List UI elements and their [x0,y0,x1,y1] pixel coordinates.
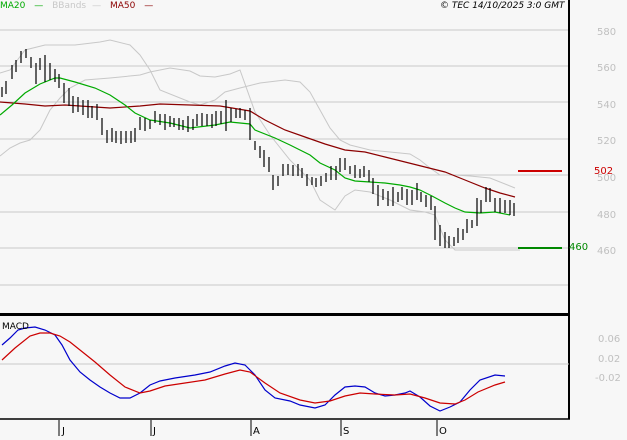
x-tick-jun: J [62,426,65,437]
resistance-label: 502 [594,166,614,177]
macd-tick-2: -0.02 [595,373,621,384]
x-tick-oct: O [439,426,447,437]
price-bars [1,49,515,248]
y-tick-520: 520 [597,136,617,147]
bband-upper-line [0,39,516,189]
ma20-line [0,77,511,216]
legend-bbands: BBands — [52,1,102,11]
legend-ma50: MA50 — [109,1,154,11]
legend-ma20: MA20 — [0,1,44,11]
x-tick-aug: A [253,426,260,437]
macd-tick-0: 0.06 [598,334,621,345]
y-tick-460: 460 [597,246,617,257]
chart-legend: MA20 — BBands — MA50 — [0,0,159,12]
legend-bbands-label: BBands [52,1,87,11]
y-tick-580: 580 [597,27,617,38]
price-gridlines [0,29,569,286]
macd-signal-line [1,332,506,405]
x-ticks [58,420,438,436]
y-tick-480: 480 [597,210,617,221]
bband-lower-line [0,67,520,251]
support-label: 460 [569,242,589,253]
y-tick-560: 560 [597,63,617,74]
copyright-timestamp: © TEC 14/10/2025 3:0 GMT [440,1,565,11]
x-tick-jul: J [153,426,156,437]
macd-title: MACD [2,322,29,332]
y-tick-540: 540 [597,100,617,111]
macd-tick-1: 0.02 [598,354,621,365]
x-tick-sep: S [343,426,350,437]
macd-line [1,326,506,412]
y-tick-500: 500 [597,173,617,184]
ma50-line [0,101,516,198]
legend-ma20-label: MA20 [0,1,26,11]
legend-ma50-label: MA50 [109,1,136,11]
